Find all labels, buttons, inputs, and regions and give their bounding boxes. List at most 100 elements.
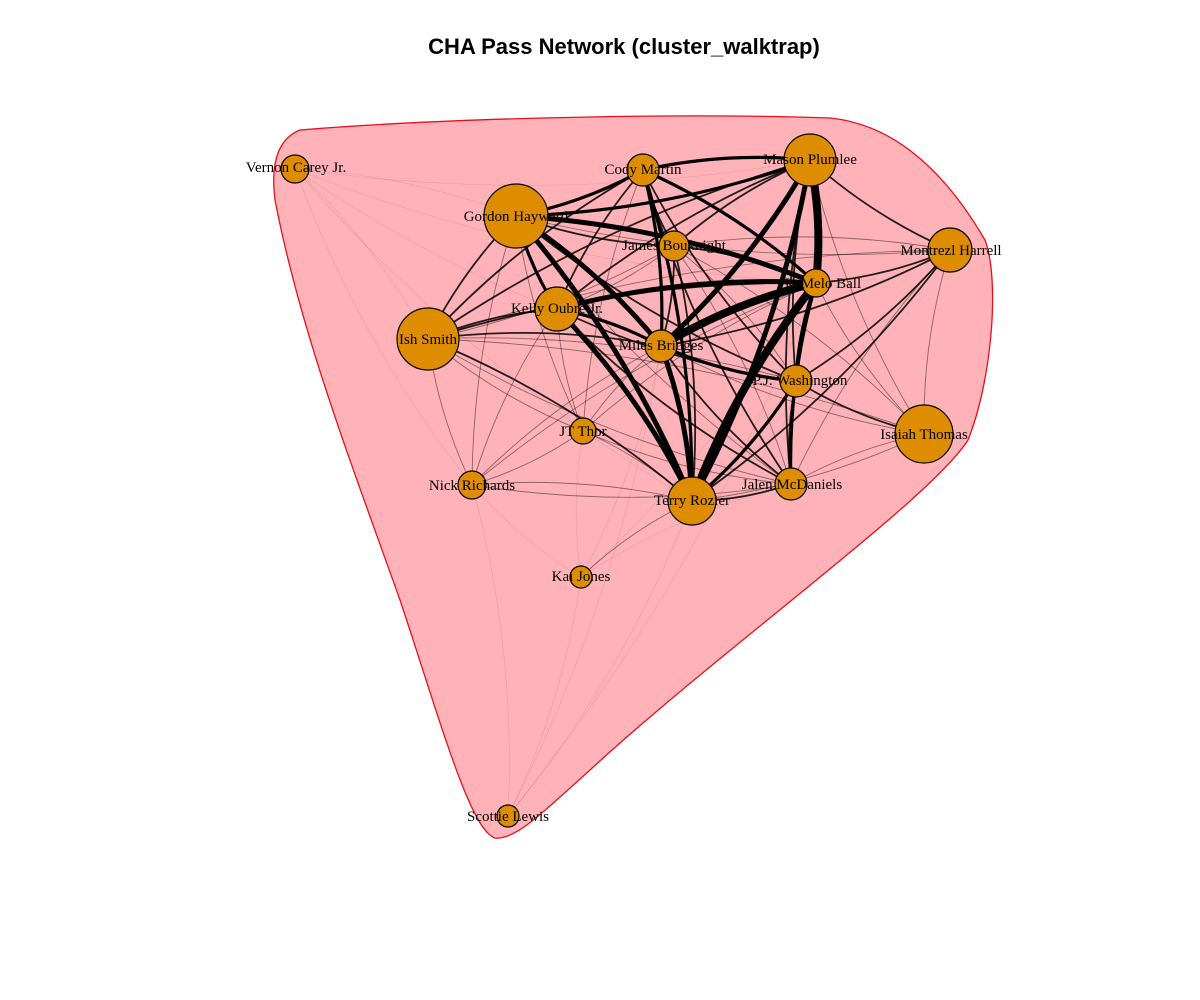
node-scottie_lewis: Scottie Lewis <box>467 804 549 828</box>
edge-ish_smith-jalen_mcdaniels <box>427 338 792 485</box>
edge-vernon_carey-lamelo_ball <box>294 168 817 284</box>
edge-terry_rozier-isaiah_thomas <box>691 433 925 502</box>
edge-mason_plumlee-isaiah_thomas <box>809 159 925 435</box>
node-nick_richards: Nick Richards <box>429 470 515 500</box>
edge-scottie_lewis-lamelo_ball <box>507 282 817 817</box>
node-label-terry_rozier: Terry Rozier <box>654 493 730 509</box>
node-label-isaiah_thomas: Isaiah Thomas <box>880 427 968 443</box>
node-circle-kelly_oubre <box>534 286 580 332</box>
edge-kai_jones-miles_bridges <box>580 345 662 578</box>
edge-lamelo_ball-jt_thor <box>582 282 817 432</box>
node-label-jt_thor: JT Thor <box>559 424 606 440</box>
edge-isaiah_thomas-james_bouknight <box>673 245 925 435</box>
node-mason_plumlee: Mason Plumlee <box>763 133 857 187</box>
node-circle-nick_richards <box>457 470 487 500</box>
edge-miles_bridges-mason_plumlee <box>659 158 813 348</box>
node-circle-lamelo_ball <box>801 268 831 298</box>
node-label-montrezl_harrell: Montrezl Harrell <box>900 243 1001 259</box>
node-label-vernon_carey: Vernon Carey Jr. <box>246 160 346 176</box>
node-label-cody_martin: Cody Martin <box>604 162 682 178</box>
node-jt_thor: JT Thor <box>559 417 607 445</box>
edge-lamelo_ball-james_bouknight <box>673 245 817 284</box>
edge-terry_rozier-ish_smith <box>427 338 693 502</box>
node-circle-cody_martin <box>626 153 660 187</box>
node-circle-kai_jones <box>569 565 593 589</box>
edge-vernon_carey-mason_plumlee <box>294 159 811 186</box>
edge-mason_plumlee-kelly_oubre <box>556 159 811 310</box>
node-circle-gordon_hayward <box>483 183 549 249</box>
edge-terry_rozier-gordon_hayward <box>514 214 695 502</box>
edge-lamelo_ball-nick_richards <box>471 282 817 486</box>
edge-kelly_oubre-nick_richards <box>471 308 558 486</box>
node-circle-isaiah_thomas <box>894 404 954 464</box>
node-label-pj_washington: P.J. Washington <box>753 373 848 389</box>
edge-jt_thor-kai_jones <box>575 430 584 578</box>
edge-mason_plumlee-ish_smith <box>427 159 811 340</box>
node-circle-miles_bridges <box>644 329 678 363</box>
node-circle-ish_smith <box>396 307 460 371</box>
node-ish_smith: Ish Smith <box>396 307 460 371</box>
node-kai_jones: Kai Jones <box>552 565 611 589</box>
node-label-kai_jones: Kai Jones <box>552 569 611 585</box>
edge-gordon_hayward-montrezl_harrell <box>515 215 951 255</box>
edge-isaiah_thomas-ish_smith <box>427 338 925 435</box>
node-label-miles_bridges: Miles Bridges <box>619 338 704 354</box>
edge-vernon_carey-terry_rozier <box>294 168 693 502</box>
node-montrezl_harrell: Montrezl Harrell <box>900 227 1002 273</box>
edge-miles_bridges-nick_richards <box>471 345 662 486</box>
node-circle-scottie_lewis <box>496 804 520 828</box>
edge-vernon_carey-miles_bridges <box>294 168 662 347</box>
node-isaiah_thomas: Isaiah Thomas <box>880 404 968 464</box>
node-label-james_bouknight: James Bouknight <box>622 238 727 254</box>
node-miles_bridges: Miles Bridges <box>619 329 704 363</box>
edge-montrezl_harrell-jalen_mcdaniels <box>790 249 951 485</box>
node-circle-terry_rozier <box>667 476 717 526</box>
edge-terry_rozier-montrezl_harrell <box>691 249 951 502</box>
node-gordon_hayward: Gordon Hayward <box>464 183 569 249</box>
edge-nick_richards-kai_jones <box>471 484 582 578</box>
node-james_bouknight: James Bouknight <box>622 230 727 262</box>
node-circle-jt_thor <box>569 417 597 445</box>
edge-pj_washington-ish_smith <box>427 337 797 382</box>
edge-miles_bridges-montrezl_harrell <box>660 249 951 347</box>
edge-cody_martin-jt_thor <box>582 169 644 432</box>
edge-gordon_hayward-nick_richards <box>471 215 517 486</box>
node-terry_rozier: Terry Rozier <box>654 476 730 526</box>
edge-scottie_lewis-nick_richards <box>471 484 510 817</box>
node-circle-vernon_carey <box>280 154 310 184</box>
edge-pj_washington-james_bouknight <box>673 245 797 382</box>
edge-scottie_lewis-miles_bridges <box>507 345 662 817</box>
node-lamelo_ball: LaMelo Ball <box>785 268 861 298</box>
edge-scottie_lewis-kai_jones <box>507 576 582 817</box>
edge-cody_martin-pj_washington <box>642 169 797 382</box>
node-cody_martin: Cody Martin <box>604 153 682 187</box>
node-label-scottie_lewis: Scottie Lewis <box>467 809 549 825</box>
node-label-mason_plumlee: Mason Plumlee <box>763 152 857 168</box>
edge-terry_rozier-kelly_oubre <box>555 307 695 503</box>
edge-terry_rozier-nick_richards <box>471 481 693 502</box>
node-circle-mason_plumlee <box>783 133 837 187</box>
edge-mason_plumlee-jalen_mcdaniels <box>784 159 811 485</box>
node-kelly_oubre: Kelly Oubre Jr. <box>511 286 603 332</box>
node-circle-montrezl_harrell <box>927 227 973 273</box>
node-label-lamelo_ball: LaMelo Ball <box>785 276 861 292</box>
edge-lamelo_ball-cody_martin <box>642 168 818 285</box>
node-circle-pj_washington <box>779 364 813 398</box>
edge-lamelo_ball-ish_smith <box>427 281 817 340</box>
edge-jalen_mcdaniels-james_bouknight <box>673 245 792 485</box>
edge-gordon_hayward-jalen_mcdaniels <box>515 215 792 485</box>
node-label-ish_smith: Ish Smith <box>399 332 457 348</box>
edge-cody_martin-jalen_mcdaniels <box>642 169 792 485</box>
chart-title: CHA Pass Network (cluster_walktrap) <box>428 34 820 59</box>
edge-scottie_lewis-terry_rozier <box>507 500 693 817</box>
edge-gordon_hayward-mason_plumlee <box>515 158 811 218</box>
node-label-nick_richards: Nick Richards <box>429 478 515 494</box>
node-jalen_mcdaniels: Jalen McDaniels <box>742 467 842 501</box>
edge-montrezl_harrell-ish_smith <box>427 249 951 340</box>
edge-gordon_hayward-pj_washington <box>515 215 797 382</box>
edge-kelly_oubre-jalen_mcdaniels <box>556 308 792 485</box>
edge-miles_bridges-isaiah_thomas <box>660 345 925 435</box>
edge-jt_thor-jalen_mcdaniels <box>582 430 792 485</box>
node-circle-jalen_mcdaniels <box>774 467 808 501</box>
